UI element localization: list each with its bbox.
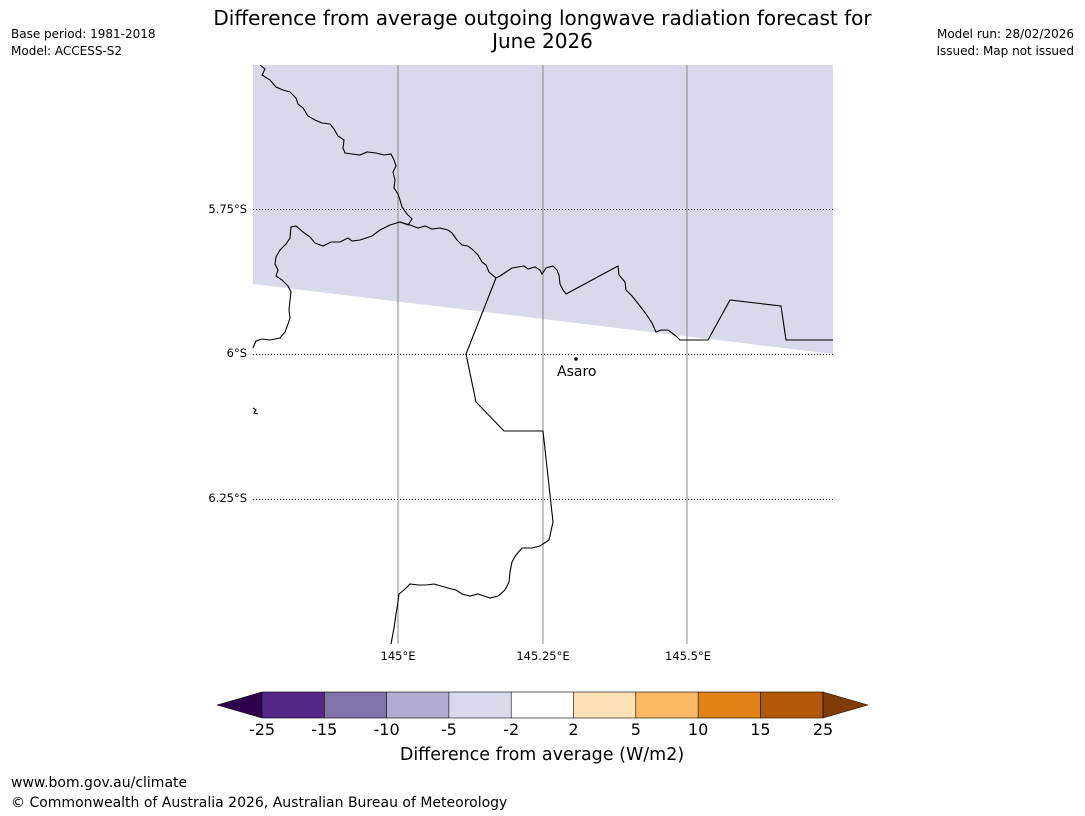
- map-title: Difference from average outgoing longwav…: [180, 7, 905, 53]
- colorbar-extend-max: [822, 691, 869, 719]
- colorbar-bin-7: [635, 692, 699, 718]
- boundary-south: [390, 277, 554, 645]
- colorbar-bin-8: [698, 692, 761, 718]
- colorbar-bin-6: [573, 692, 636, 718]
- lon-label-145-5e: 145.5°E: [665, 649, 711, 663]
- colorbar-tick-label: -5: [440, 720, 457, 739]
- colorbar-bin-9: [760, 692, 823, 718]
- colorbar-tick-label: -25: [248, 720, 276, 739]
- colorbar-tick-label: 25: [812, 720, 834, 739]
- colorbar-tick-label: -10: [373, 720, 400, 739]
- model-name: Model: ACCESS-S2: [11, 44, 123, 58]
- base-period: Base period: 1981-2018: [11, 27, 156, 41]
- colorbar-tick-label: -2: [503, 720, 520, 739]
- boundary-ridge: [399, 221, 833, 341]
- colorbar-tick-label: -15: [311, 720, 338, 739]
- place-marker-asaro: [574, 357, 578, 361]
- footer-url[interactable]: www.bom.gov.au/climate: [11, 775, 188, 791]
- colorbar-bin-2: [324, 692, 387, 718]
- colorbar-tick-label: 10: [687, 720, 709, 739]
- issued-status: Issued: Map not issued: [936, 44, 1074, 58]
- lon-label-145-25e: 145.25°E: [516, 649, 570, 663]
- colorbar-tick-label: 5: [630, 720, 641, 739]
- colorbar-frame: [261, 691, 824, 719]
- title-line-1: Difference from average outgoing longwav…: [213, 6, 872, 30]
- lat-label-5-75s: 5.75°S: [208, 202, 247, 216]
- colorbar: [216, 691, 869, 719]
- model-run: Model run: 28/02/2026: [936, 27, 1074, 41]
- meta-left: Base period: 1981-2018 Model: ACCESS-S2: [11, 26, 156, 60]
- lat-label-6s: 6°S: [226, 346, 247, 360]
- colorbar-tick-label: 15: [750, 720, 771, 739]
- boundary-north: [252, 64, 413, 349]
- colorbar-extend-min: [216, 691, 263, 719]
- footer-copyright: © Commonwealth of Australia 2026, Austra…: [11, 795, 508, 811]
- lon-label-145e: 145°E: [380, 649, 416, 663]
- colorbar-bin-4: [448, 692, 512, 718]
- colorbar-bin-3: [386, 692, 449, 718]
- lat-label-6-25s: 6.25°S: [208, 491, 247, 505]
- colorbar-tick-label: 2: [568, 720, 579, 739]
- colorbar-title: Difference from average (W/m2): [399, 745, 685, 765]
- place-label-asaro: Asaro: [557, 364, 597, 380]
- coast-fragment: [252, 407, 259, 415]
- meta-right: Model run: 28/02/2026 Issued: Map not is…: [936, 26, 1074, 60]
- colorbar-bin-1: [262, 692, 325, 718]
- title-line-2: June 2026: [492, 29, 593, 53]
- colorbar-bin-5: [511, 692, 574, 718]
